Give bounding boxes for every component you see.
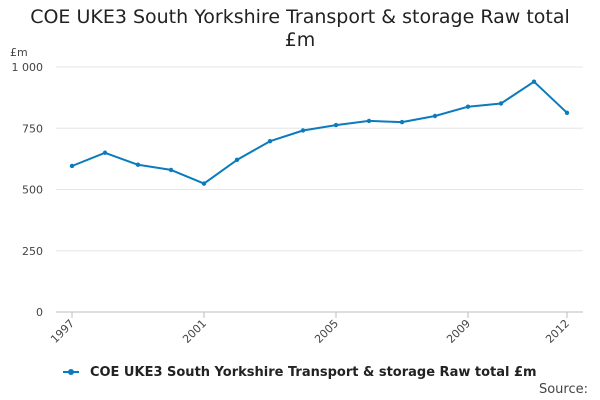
x-tick-label: 2012 [543,317,572,346]
y-axis-unit-label: £m [10,46,28,59]
chart-title: COE UKE3 South Yorkshire Transport & sto… [0,6,600,52]
legend: COE UKE3 South Yorkshire Transport & sto… [0,365,600,380]
x-axis-ticks: 1997 2001 2005 2009 2012 [48,312,572,346]
data-point [432,113,438,119]
data-point [267,139,273,144]
y-tick-label: 250 [22,245,43,258]
data-point [399,119,405,125]
source-label: Source: [538,382,588,397]
data-point [564,110,570,116]
data-point [234,157,240,163]
legend-label: COE UKE3 South Yorkshire Transport & sto… [89,365,537,380]
data-point [531,79,537,84]
legend-swatch-icon [63,368,80,375]
data-point [135,162,141,167]
gridlines [56,66,583,313]
y-tick-label: 1 000 [12,61,44,74]
data-point [498,101,504,106]
x-tick-label: 2005 [312,317,341,346]
x-tick-label: 2001 [180,317,209,346]
data-point [300,128,306,133]
data-point [465,104,471,109]
y-tick-label: 750 [22,122,43,135]
data-point [333,122,339,128]
x-tick-label: 2009 [444,317,473,346]
chart-title-line-2: £m [284,29,316,51]
series-group [69,79,570,186]
y-tick-label: 500 [22,184,43,197]
data-point [366,118,372,124]
y-tick-label: 0 [36,306,43,319]
chart-title-line-1: COE UKE3 South Yorkshire Transport & sto… [30,6,570,28]
data-point [69,163,75,169]
series-line [71,80,568,185]
data-point [201,181,207,186]
y-axis-ticks: 0 250 500 750 1 000 [12,61,44,319]
data-point [102,150,108,155]
x-tick-label: 1997 [48,317,77,346]
data-point [168,167,174,173]
